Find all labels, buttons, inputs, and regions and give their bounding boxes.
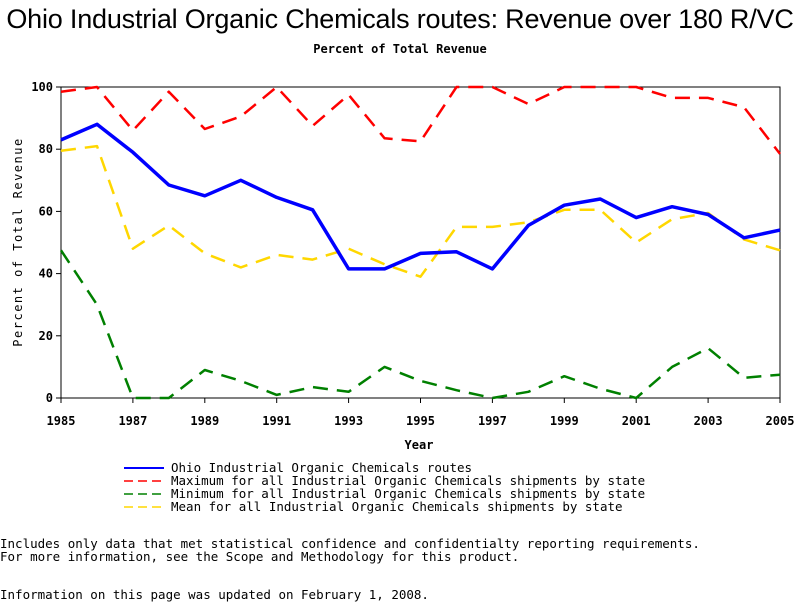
- legend-label-2: Maximum for all Industrial Organic Chemi…: [171, 473, 645, 488]
- series-line-2: [60, 85, 781, 155]
- x-tick-label: 2001: [622, 414, 651, 428]
- x-tick-label: 1991: [262, 414, 291, 428]
- x-tick-label: 1997: [478, 414, 507, 428]
- y-tick-label: 20: [39, 329, 53, 343]
- legend-label-3: Minimum for all Industrial Organic Chemi…: [171, 486, 645, 501]
- x-tick-label: 1985: [47, 414, 76, 428]
- series-line-1: [60, 122, 781, 271]
- x-tick-label: 2005: [766, 414, 795, 428]
- chart-title: Ohio Industrial Organic Chemicals routes…: [6, 4, 794, 34]
- plot-area-border: [60, 86, 781, 399]
- plot-frame: [60, 86, 781, 399]
- x-axis-title: Year: [405, 438, 434, 452]
- series-line-4: [60, 144, 781, 278]
- series-line-3: [59, 249, 781, 400]
- legend-label-1: Ohio Industrial Organic Chemicals routes: [171, 460, 472, 475]
- x-tick-label: 2003: [694, 414, 723, 428]
- footnote-updated: Information on this page was updated on …: [0, 587, 429, 602]
- x-axis: 1985 1987 1989 1991 1993 1995 1997 1999 2001 2003…: [47, 398, 795, 428]
- x-tick-label: 1987: [118, 414, 147, 428]
- x-tick-label: 1989: [190, 414, 219, 428]
- footnote-confidentiality: Includes only data that met statistical …: [0, 536, 700, 551]
- legend-label-4: Mean for all Industrial Organic Chemical…: [171, 499, 623, 514]
- x-tick-label: 1999: [550, 414, 579, 428]
- y-axis-title: Percent of Total Revenue: [11, 137, 25, 346]
- y-tick-label: 0: [46, 391, 53, 405]
- legend: Ohio Industrial Organic Chemicals routes…: [124, 460, 645, 514]
- y-axis: 0 20 40 60 80 100: [31, 80, 61, 405]
- series-lines: [59, 85, 781, 400]
- footnote-methodology: For more information, see the Scope and …: [0, 549, 520, 564]
- y-tick-label: 40: [39, 267, 53, 281]
- y-tick-label: 80: [39, 142, 53, 156]
- x-tick-label: 1993: [334, 414, 363, 428]
- chart-subtitle: Percent of Total Revenue: [313, 42, 487, 56]
- x-tick-label: 1995: [406, 414, 435, 428]
- y-tick-label: 100: [31, 80, 53, 94]
- y-tick-label: 60: [39, 204, 53, 218]
